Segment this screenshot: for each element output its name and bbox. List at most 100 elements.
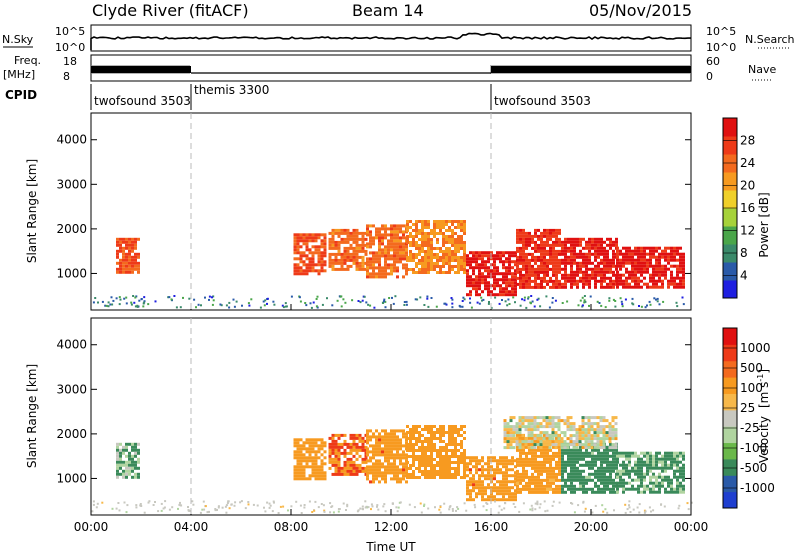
power-cell (454, 259, 457, 262)
power-cell (591, 240, 594, 244)
power-noise-cell (170, 298, 173, 301)
velocity-cell (521, 434, 525, 438)
velocity-cell (128, 469, 131, 473)
velocity-cell (643, 487, 646, 491)
power-cell (427, 241, 430, 244)
power-noise-cell (631, 297, 634, 300)
velocity-cell (649, 478, 652, 482)
power-noise-cell (648, 300, 651, 303)
velocity-cell (521, 425, 525, 429)
velocity-cell (119, 451, 122, 455)
power-cell (125, 255, 128, 259)
power-cell (597, 243, 600, 247)
velocity-cell (469, 477, 472, 481)
power-cell (487, 275, 490, 279)
power-cell (514, 254, 517, 258)
power-cell (366, 230, 369, 234)
power-cell (375, 254, 378, 258)
power-cell (594, 273, 597, 277)
velocity-cell (508, 459, 511, 463)
power-cell (634, 246, 637, 250)
power-cell (469, 290, 472, 294)
velocity-cell (387, 471, 390, 475)
power-cell (421, 256, 424, 259)
power-cell (519, 273, 522, 277)
velocity-cell (652, 472, 655, 476)
velocity-cell (406, 443, 409, 446)
velocity-noise-cell (266, 501, 269, 504)
velocity-cell (390, 450, 393, 454)
power-cell (606, 258, 609, 262)
power-cell (487, 281, 490, 285)
power-noise-cell (110, 296, 113, 299)
power-cell (433, 265, 436, 268)
velocity-cell (596, 428, 600, 432)
power-cell (366, 275, 369, 279)
velocity-cell (472, 498, 475, 502)
velocity-cell (646, 463, 649, 467)
velocity-cell (555, 484, 558, 488)
velocity-cell (390, 453, 393, 457)
velocity-cell (302, 456, 306, 460)
power-cell (418, 271, 421, 274)
velocity-cell (597, 472, 600, 476)
velocity-cell (643, 454, 646, 458)
power-cell (652, 270, 655, 274)
power-cell (616, 246, 619, 250)
velocity-cell (451, 452, 454, 455)
velocity-cell (628, 469, 631, 473)
velocity-cell (564, 463, 567, 467)
velocity-noise-cell (139, 503, 142, 505)
velocity-cell (588, 478, 591, 482)
velocity-cell (551, 422, 555, 426)
velocity-cell (576, 469, 579, 473)
velocity-cell (596, 422, 600, 426)
velocity-cell (421, 455, 424, 458)
power-cell (424, 241, 427, 244)
velocity-cell (390, 465, 393, 469)
power-cell (576, 261, 579, 265)
power-noise-cell (646, 304, 648, 307)
velocity-cell (564, 490, 567, 494)
power-cell (320, 266, 324, 270)
velocity-noise-cell (632, 508, 635, 511)
power-cell (418, 244, 421, 247)
power-cell (427, 244, 430, 247)
cpid-row: CPID twofsound 3503 themis 3300 twofsoun… (5, 83, 591, 110)
velocity-cell (505, 486, 508, 490)
power-cell (343, 237, 347, 241)
power-cell (540, 279, 543, 283)
velocity-cell (439, 437, 442, 440)
power-cell (582, 255, 585, 259)
velocity-cell (543, 466, 546, 470)
velocity-noise-cell (443, 502, 446, 505)
velocity-cell (625, 481, 628, 485)
velocity-cell (578, 428, 582, 432)
velocity-cell (323, 477, 327, 481)
power-cell (658, 264, 661, 268)
velocity-cell (343, 448, 347, 452)
power-cell (305, 242, 309, 246)
power-cell (472, 254, 475, 258)
power-cell (454, 265, 457, 268)
velocity-cell (343, 451, 347, 455)
velocity-cell (503, 431, 507, 435)
power-cell (352, 252, 356, 256)
velocity-cell (436, 464, 439, 467)
velocity-cell (433, 434, 436, 437)
velocity-cell (349, 448, 353, 452)
power-cell (418, 253, 421, 256)
velocity-cell (334, 469, 338, 473)
power-cell (393, 236, 396, 240)
velocity-cell (536, 437, 540, 441)
power-noise-cell (133, 301, 136, 304)
velocity-cell (427, 428, 430, 431)
velocity-cell (631, 487, 634, 491)
power-cell (570, 261, 573, 265)
power-cell (600, 267, 603, 271)
power-cell (381, 248, 384, 252)
velocity-cell (442, 428, 445, 431)
power-cell (508, 272, 511, 276)
velocity-cell (597, 448, 600, 452)
